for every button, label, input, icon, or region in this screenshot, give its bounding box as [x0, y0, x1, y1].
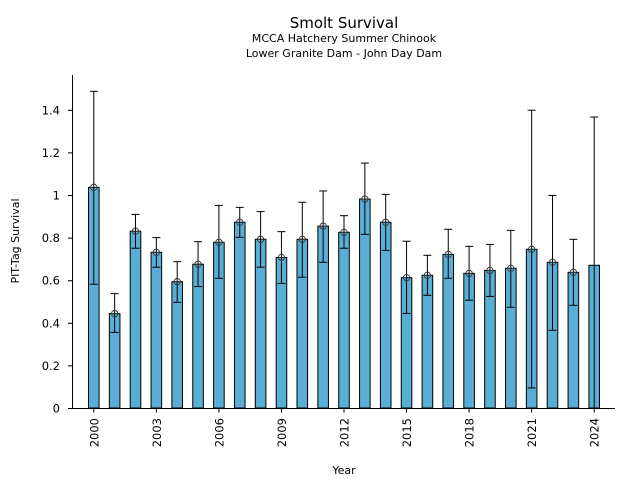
bar-2012 [338, 231, 350, 409]
y-tick-label-3: 0.6 [42, 274, 60, 288]
y-tick-label-7: 1.4 [42, 103, 60, 117]
y-tick-label-5: 1 [53, 189, 60, 203]
chart-title: Smolt Survival [290, 14, 399, 32]
y-tick-label-2: 0.4 [42, 316, 60, 330]
x-tick-label-2009: 2009 [275, 418, 289, 447]
y-tick-label-0: 0 [53, 402, 60, 416]
x-tick-label-2000: 2000 [87, 418, 101, 447]
chart-subtitle-line-2: Lower Granite Dam - John Day Dam [246, 47, 442, 60]
x-tick-label-2006: 2006 [212, 418, 226, 447]
x-tick-label-2003: 2003 [150, 418, 164, 447]
x-tick-label-2012: 2012 [338, 418, 352, 447]
bar-2002 [129, 230, 142, 409]
bar-2003 [150, 251, 163, 409]
x-tick-label-2021: 2021 [525, 418, 539, 447]
bar-2007 [233, 221, 246, 409]
x-axis-label: Year [331, 464, 356, 477]
y-tick-label-6: 1.2 [42, 146, 60, 160]
y-tick-label-1: 0.2 [42, 359, 60, 373]
x-ticks-group: 2000 2003 2006 2009 2012 2015 2018 2021 2024 [87, 408, 602, 447]
x-tick-label-2024: 2024 [588, 418, 602, 447]
x-tick-label-2018: 2018 [463, 418, 477, 447]
y-ticks-group: 0 0.2 0.4 0.6 0.8 1 1.2 1.4 [42, 103, 72, 416]
y-tick-label-4: 0.8 [42, 231, 60, 245]
chart-subtitle-line-1: MCCA Hatchery Summer Chinook [252, 32, 437, 45]
markers-group [90, 183, 577, 318]
y-axis-label: PIT-Tag Survival [9, 198, 22, 283]
x-tick-label-2015: 2015 [400, 418, 414, 447]
